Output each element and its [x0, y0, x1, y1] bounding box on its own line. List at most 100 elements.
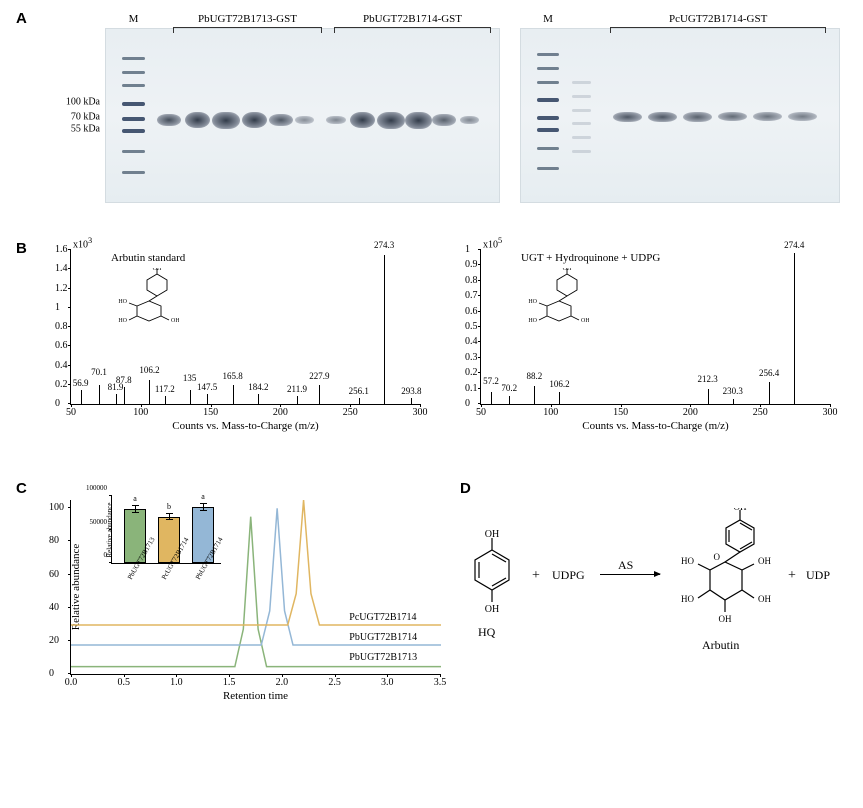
protein-band — [185, 112, 211, 128]
svg-text:OH: OH — [153, 268, 162, 272]
ms-peak — [149, 380, 150, 404]
ms-peak-label: 57.2 — [483, 376, 499, 386]
y-tick-label: 0.2 — [465, 367, 478, 378]
gel-sample-header: PcUGT72B1714-GST — [610, 13, 826, 25]
arbutin-structure-icon: OHHOHOOH — [519, 268, 589, 323]
y-tick-label: 80 — [49, 535, 59, 546]
svg-text:O: O — [714, 552, 721, 562]
ms-peak — [99, 385, 100, 404]
mw-label: 100 kDa — [66, 96, 100, 107]
svg-text:HO: HO — [528, 299, 537, 305]
y-tick-label: 1.6 — [55, 244, 68, 255]
x-tick-label: 300 — [413, 407, 428, 418]
y-tick-label: 1.2 — [55, 283, 68, 294]
ms-peak — [559, 392, 560, 404]
protein-band — [405, 112, 433, 129]
hydroquinone-structure: OH OH — [465, 530, 520, 615]
panel-a: A MPbUGT72B1713-GSTPbUGT72B1714-GST100 k… — [10, 10, 853, 220]
y-tick-label: 0.6 — [465, 306, 478, 317]
y-tick-label: 0.2 — [55, 379, 68, 390]
panel-d-label: D — [460, 480, 471, 497]
protein-band — [157, 114, 181, 126]
x-tick-label: 200 — [683, 407, 698, 418]
x-tick-label: 150 — [613, 407, 628, 418]
plus-1: + — [532, 568, 540, 584]
y-tick-label: 0.4 — [55, 360, 68, 371]
x-tick-label: 0.5 — [117, 677, 130, 688]
ms-peak — [411, 398, 412, 404]
ms-peak — [258, 394, 259, 404]
protein-band — [326, 116, 346, 125]
x-tick-label: 2.0 — [276, 677, 289, 688]
ms-peak-label: 227.9 — [309, 371, 329, 381]
protein-band — [432, 114, 456, 126]
gel-sample-header: PbUGT72B1714-GST — [334, 13, 491, 25]
x-tick-label: 200 — [273, 407, 288, 418]
protein-band — [788, 112, 817, 121]
ms-peak-label: 293.8 — [401, 386, 421, 396]
x-tick-label: 50 — [66, 407, 76, 418]
ms-peak-label: 70.2 — [501, 383, 517, 393]
ms-peak — [297, 396, 298, 404]
y-tick-label: 0.3 — [465, 352, 478, 363]
x-axis-title: Counts vs. Mass-to-Charge (m/z) — [172, 420, 318, 432]
arbutin-label: Arbutin — [702, 638, 739, 653]
inset-y-tick-label: 100000 — [86, 484, 107, 492]
svg-text:HO: HO — [528, 318, 537, 323]
ms-peak-label: 184.2 — [248, 382, 268, 392]
ms-peak-label: 211.9 — [287, 384, 307, 394]
protein-band — [242, 112, 268, 128]
ms-peak-label: 135 — [183, 373, 197, 383]
svg-text:OH: OH — [719, 614, 732, 624]
chromatogram-traces — [71, 500, 441, 675]
protein-band — [350, 112, 376, 128]
ms-peak — [509, 396, 510, 404]
ms-peak — [491, 392, 492, 404]
svg-text:OH: OH — [485, 530, 499, 540]
svg-text:OH: OH — [734, 508, 747, 512]
ms-peak-label: 106.2 — [549, 379, 569, 389]
y-tick-label: 40 — [49, 602, 59, 613]
x-tick-label: 300 — [823, 407, 838, 418]
ms-peak-label: 87.8 — [116, 375, 132, 385]
y-tick-label: 0.8 — [55, 321, 68, 332]
y-tick-label: 0.5 — [465, 321, 478, 332]
x-tick-label: 250 — [343, 407, 358, 418]
mw-label: 70 kDa — [71, 112, 100, 123]
protein-band — [269, 114, 293, 126]
panel-b-label: B — [16, 240, 27, 257]
ms-peak-label: 165.8 — [223, 371, 243, 381]
protein-band — [613, 112, 642, 122]
panel-c-label: C — [16, 480, 27, 497]
x-tick-label: 3.5 — [434, 677, 447, 688]
x-tick-label: 2.5 — [328, 677, 341, 688]
ms-peak — [769, 382, 770, 404]
ms-peak — [534, 386, 535, 404]
gel-image-2: MPcUGT72B1714-GST — [520, 28, 840, 203]
marker-lane-label: M — [537, 13, 559, 25]
x-tick-label: 100 — [543, 407, 558, 418]
ms-peak-label: 70.1 — [91, 367, 107, 377]
ms-peak — [165, 396, 166, 404]
ms-peak — [384, 255, 385, 404]
ms-peak — [359, 398, 360, 404]
panel-c-d-row: C D Relative abundance Relative abundanc… — [10, 480, 853, 710]
y-tick-label: 0.6 — [55, 340, 68, 351]
ms-peak-label: 88.2 — [526, 371, 542, 381]
marker-lane-label: M — [122, 13, 146, 25]
protein-band — [460, 116, 480, 125]
spectrum-title: UGT + Hydroquinone + UDPG — [521, 252, 660, 264]
ms-peak — [124, 387, 125, 404]
hq-label: HQ — [478, 625, 495, 640]
mass-spectrum-standard: x103Arbutin standardOHHOHOOH00.20.40.60.… — [70, 250, 420, 405]
arbutin-structure-icon: OHHOHOOH — [109, 268, 179, 323]
protein-band — [295, 116, 315, 125]
gel-image-1: MPbUGT72B1713-GSTPbUGT72B1714-GST100 kDa… — [105, 28, 500, 203]
ms-peak — [207, 394, 208, 404]
y-axis-unit: x103 — [73, 236, 92, 250]
y-tick-label: 100 — [49, 502, 64, 513]
x-tick-label: 1.0 — [170, 677, 183, 688]
y-tick-label: 0 — [55, 398, 60, 409]
y-tick-label: 1.4 — [55, 263, 68, 274]
mw-label: 55 kDa — [71, 124, 100, 135]
